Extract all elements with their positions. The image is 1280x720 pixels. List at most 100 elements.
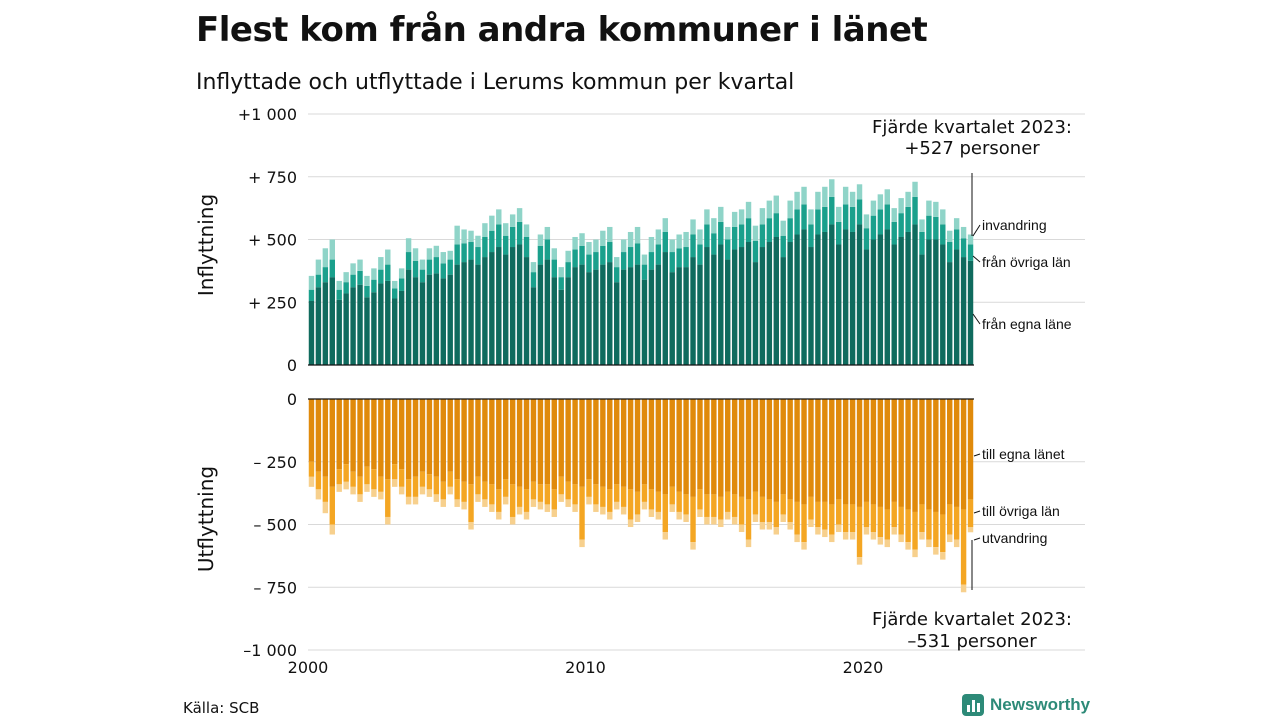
bar-out-1: [308, 461, 315, 477]
bar-out-1: [898, 506, 904, 535]
bar-out-1: [579, 486, 585, 540]
bar-in-1: [905, 206, 911, 232]
bar-in-2: [863, 214, 870, 229]
legend-connector: [972, 224, 981, 237]
bar-out-0: [711, 399, 717, 495]
bar-out-0: [891, 399, 897, 502]
bar-out-2: [447, 486, 453, 495]
bar-in-1: [627, 247, 634, 268]
bar-in-2: [551, 248, 557, 260]
bar-out-2: [433, 494, 440, 502]
bar-in-0: [371, 292, 377, 365]
bar-in-2: [607, 226, 613, 243]
legend-label-out: utvandring: [982, 530, 1047, 546]
bar-in-2: [697, 229, 703, 245]
bar-out-0: [912, 399, 918, 512]
bar-out-2: [898, 534, 904, 543]
bar-in-1: [461, 243, 467, 263]
bar-out-2: [357, 494, 363, 502]
bar-out-2: [648, 509, 655, 517]
bar-out-2: [412, 496, 419, 505]
bar-out-0: [842, 399, 849, 505]
bar-in-1: [516, 221, 523, 245]
bar-in-0: [731, 249, 738, 365]
bar-out-1: [884, 509, 890, 540]
bar-out-1: [634, 491, 641, 515]
bar-in-0: [322, 282, 329, 365]
bar-out-2: [836, 524, 842, 533]
bar-out-1: [919, 504, 925, 533]
bar-out-1: [329, 486, 335, 525]
bar-out-1: [454, 479, 460, 500]
bar-out-2: [912, 549, 918, 558]
bar-out-0: [634, 399, 641, 492]
bar-out-0: [336, 399, 342, 470]
bar-in-0: [614, 282, 620, 365]
bar-in-1: [607, 242, 613, 263]
bar-out-2: [905, 542, 911, 550]
bar-in-2: [704, 209, 710, 225]
bar-in-1: [884, 204, 890, 230]
bar-in-2: [905, 191, 911, 207]
bar-out-1: [565, 481, 571, 500]
bar-in-1: [926, 215, 932, 240]
bar-in-1: [530, 272, 537, 288]
annotation-top-line1: Fjärde kvartalet 2023:: [872, 117, 1072, 138]
bar-out-1: [912, 511, 918, 550]
bar-in-1: [475, 247, 481, 265]
bar-out-2: [385, 516, 391, 525]
bar-in-0: [634, 264, 641, 365]
bar-out-0: [662, 399, 668, 495]
bar-in-2: [884, 189, 890, 205]
bar-in-0: [953, 249, 960, 365]
bar-out-2: [336, 484, 342, 492]
bar-in-0: [475, 264, 481, 365]
bar-out-2: [315, 489, 322, 500]
bar-out-2: [440, 499, 446, 507]
bar-out-2: [364, 484, 370, 492]
bar-out-0: [572, 399, 578, 485]
bar-in-2: [627, 231, 634, 248]
bar-in-2: [808, 209, 814, 225]
bar-out-0: [378, 399, 384, 477]
bar-in-1: [586, 254, 592, 273]
bar-in-2: [503, 223, 509, 236]
bar-in-1: [849, 206, 856, 232]
bar-out-0: [350, 399, 356, 472]
bar-in-0: [641, 279, 648, 365]
bar-in-0: [447, 274, 453, 365]
bar-in-2: [953, 218, 960, 230]
bar-in-2: [392, 280, 398, 289]
bar-in-1: [544, 239, 551, 260]
bar-out-1: [787, 499, 793, 522]
bar-out-1: [440, 481, 446, 500]
bar-in-2: [870, 200, 877, 216]
bar-out-2: [947, 534, 953, 543]
bar-in-0: [426, 274, 433, 365]
bar-in-1: [662, 231, 668, 253]
bar-out-1: [419, 471, 426, 487]
bar-in-1: [794, 209, 800, 235]
bar-in-2: [766, 200, 773, 219]
bar-out-2: [392, 479, 398, 487]
bar-in-0: [440, 278, 446, 365]
bar-in-1: [482, 236, 488, 258]
bar-in-2: [947, 230, 953, 243]
bar-out-0: [440, 399, 446, 482]
bar-out-1: [780, 494, 786, 515]
bar-in-1: [634, 243, 641, 265]
bar-in-0: [773, 236, 779, 365]
bar-in-0: [662, 252, 668, 365]
bar-out-0: [371, 399, 377, 470]
bar-in-2: [315, 259, 322, 275]
bar-out-1: [842, 504, 849, 533]
gridlines: [308, 113, 1085, 651]
bar-out-0: [808, 399, 814, 497]
bar-in-1: [523, 236, 530, 258]
bar-in-2: [745, 201, 752, 219]
bar-in-0: [586, 272, 592, 365]
bar-out-0: [412, 399, 419, 477]
chart-title: Flest kom från andra kommuner i länet: [196, 10, 928, 50]
bar-out-0: [745, 399, 752, 500]
bar-in-1: [947, 242, 953, 263]
